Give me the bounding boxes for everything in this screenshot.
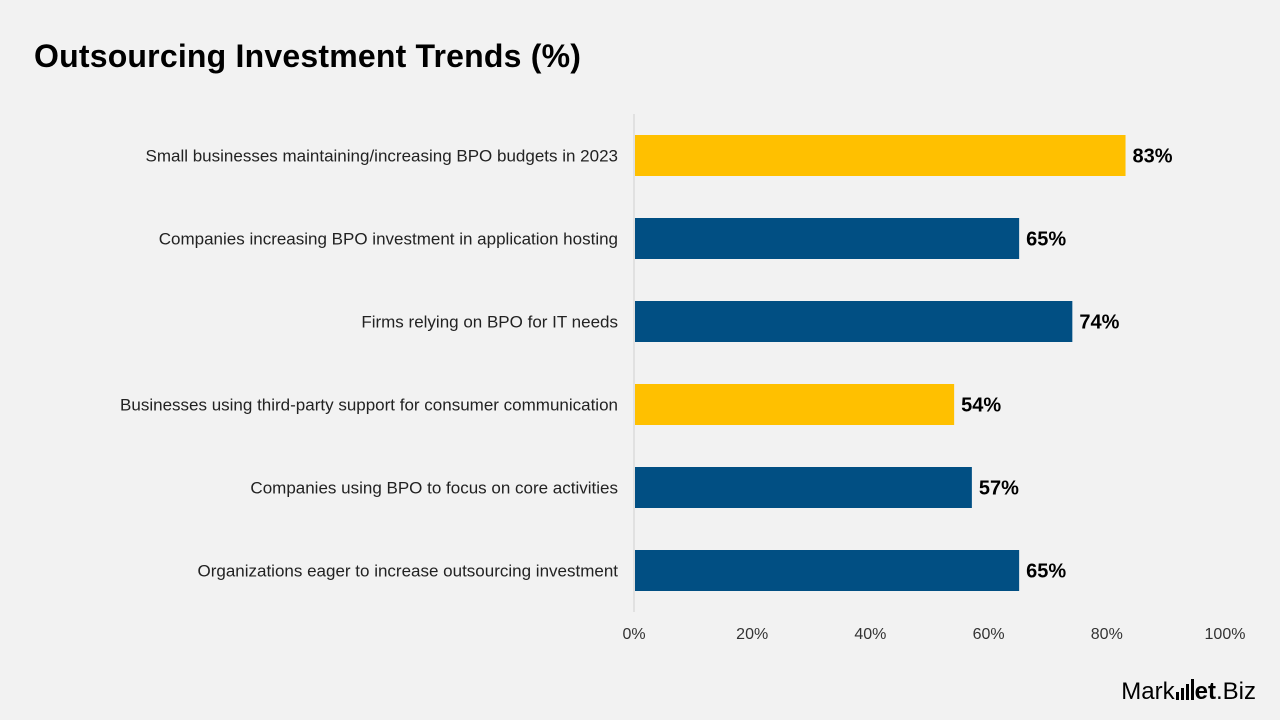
category-label: Small businesses maintaining/increasing … — [146, 147, 619, 166]
x-tick-label: 100% — [1205, 626, 1246, 643]
marketbiz-logo: Mark et .Biz — [1121, 678, 1256, 706]
category-label: Firms relying on BPO for IT needs — [361, 313, 618, 332]
x-tick-label: 60% — [973, 626, 1005, 643]
bar — [635, 301, 1073, 342]
x-tick-label: 0% — [622, 626, 645, 643]
category-label: Companies using BPO to focus on core act… — [250, 479, 618, 498]
x-tick-label: 80% — [1091, 626, 1123, 643]
value-label: 65% — [1026, 561, 1066, 583]
value-label: 57% — [979, 478, 1019, 500]
category-label: Companies increasing BPO investment in a… — [159, 230, 618, 249]
value-label: 74% — [1079, 312, 1119, 334]
logo-text-strong: et — [1194, 678, 1216, 705]
value-label: 65% — [1026, 229, 1066, 251]
bar — [635, 550, 1020, 591]
category-label: Organizations eager to increase outsourc… — [197, 562, 618, 581]
bar — [635, 384, 955, 425]
chart-title: Outsourcing Investment Trends (%) — [34, 38, 582, 74]
logo-text-start: Mark — [1121, 678, 1175, 705]
bar — [635, 467, 972, 508]
bar — [635, 218, 1020, 259]
x-tick-label: 40% — [854, 626, 886, 643]
value-label: 83% — [1133, 146, 1173, 168]
category-label: Businesses using third-party support for… — [120, 396, 618, 415]
value-label: 54% — [961, 395, 1001, 417]
logo-bars-icon — [1175, 678, 1194, 700]
bar — [635, 135, 1126, 176]
x-tick-label: 20% — [736, 626, 768, 643]
logo-text-end: .Biz — [1215, 678, 1256, 705]
